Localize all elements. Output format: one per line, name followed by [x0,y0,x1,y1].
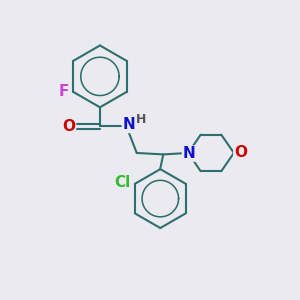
Text: Cl: Cl [114,175,130,190]
Text: F: F [58,84,69,99]
Text: O: O [234,146,247,160]
Text: H: H [135,113,146,127]
Text: N: N [182,146,195,161]
Text: O: O [62,119,76,134]
Text: N: N [122,118,135,133]
